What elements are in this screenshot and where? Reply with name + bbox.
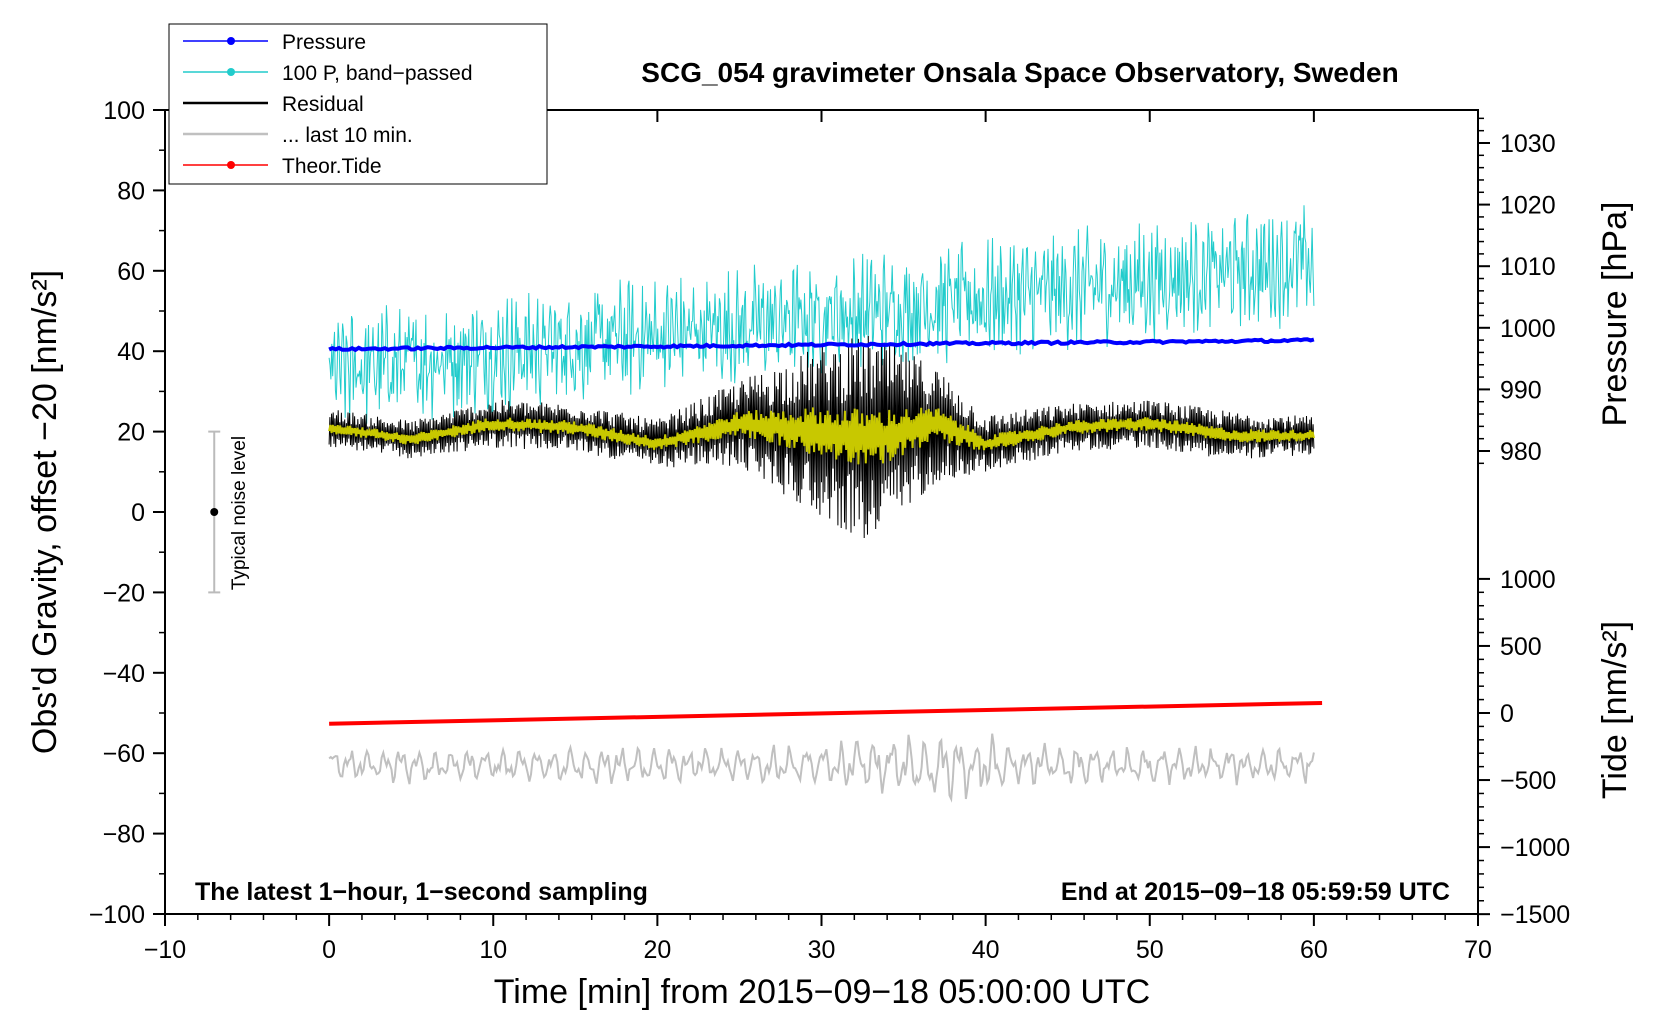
noise-bar-center <box>210 508 219 516</box>
tide-tick-label: −1500 <box>1500 901 1570 929</box>
series-theor-tide <box>329 700 1323 726</box>
annotation-end-time: End at 2015−09−18 05:59:59 UTC <box>1061 878 1450 906</box>
series-last-10-min <box>328 733 1315 803</box>
annotation-sampling: The latest 1−hour, 1−second sampling <box>195 878 648 906</box>
series-pressure <box>328 337 1315 353</box>
pressure-tick-label: 980 <box>1500 438 1542 466</box>
y-tick-label: −80 <box>103 821 145 849</box>
y-axis-title-tide: Tide [nm/s²] <box>1596 621 1634 799</box>
series-band-passed-pressure <box>328 205 1315 424</box>
y-tick-label: 60 <box>117 258 145 286</box>
y-tick-label: 40 <box>117 338 145 366</box>
pressure-tick-label: 1010 <box>1500 253 1556 281</box>
series-residual <box>328 335 1315 539</box>
y-tick-label: 0 <box>131 499 145 527</box>
legend-label: 100 P, band−passed <box>282 62 473 85</box>
x-tick-label: 70 <box>1464 936 1492 964</box>
x-tick-label: 60 <box>1300 936 1328 964</box>
tide-tick-label: 0 <box>1500 700 1514 728</box>
tide-tick-label: −1000 <box>1500 834 1570 862</box>
legend-label: ... last 10 min. <box>282 124 413 147</box>
y-axis-title-left: Obs'd Gravity, offset −20 [nm/s²] <box>26 270 64 754</box>
x-tick-label: 30 <box>808 936 836 964</box>
y-tick-label: −60 <box>103 740 145 768</box>
x-tick-label: −10 <box>144 936 186 964</box>
y-axis-title-pressure: Pressure [hPa] <box>1596 202 1634 427</box>
legend-marker <box>227 37 235 45</box>
legend-marker <box>227 68 235 76</box>
y-tick-label: −40 <box>103 660 145 688</box>
chart-title: SCG_054 gravimeter Onsala Space Observat… <box>641 57 1398 88</box>
y-tick-label: −100 <box>89 901 145 929</box>
y-tick-label: 100 <box>103 97 145 125</box>
tide-tick-label: 500 <box>1500 633 1542 661</box>
pressure-tick-label: 1000 <box>1500 315 1556 343</box>
x-tick-label: 20 <box>643 936 671 964</box>
series-layer <box>328 205 1323 803</box>
tide-tick-label: 1000 <box>1500 566 1556 594</box>
pressure-tick-label: 1020 <box>1500 192 1556 220</box>
y-tick-label: 20 <box>117 419 145 447</box>
x-tick-label: 40 <box>972 936 1000 964</box>
tide-tick-label: −500 <box>1500 767 1556 795</box>
legend: Pressure 100 P, band−passed Residual ... la… <box>168 23 548 185</box>
noise-label: Typical noise level <box>229 436 250 590</box>
x-tick-label: 50 <box>1136 936 1164 964</box>
pressure-tick-label: 990 <box>1500 376 1542 404</box>
x-tick-label: 10 <box>479 936 507 964</box>
y-tick-label: 80 <box>117 177 145 205</box>
x-axis-title: Time [min] from 2015−09−18 05:00:00 UTC <box>494 973 1150 1011</box>
axis-ticks: −10 0 10 20 30 40 50 60 70−100−80−60−40−20020406… <box>89 97 1571 964</box>
legend-label: Residual <box>282 93 364 116</box>
legend-label: Pressure <box>282 31 366 54</box>
x-tick-label: 0 <box>322 936 336 964</box>
series-residual-smoothed <box>328 407 1315 465</box>
legend-label: Theor.Tide <box>282 155 382 178</box>
legend-marker <box>227 161 235 169</box>
y-tick-label: −20 <box>103 579 145 607</box>
noise-bar <box>208 430 221 594</box>
pressure-tick-label: 1030 <box>1500 130 1556 158</box>
